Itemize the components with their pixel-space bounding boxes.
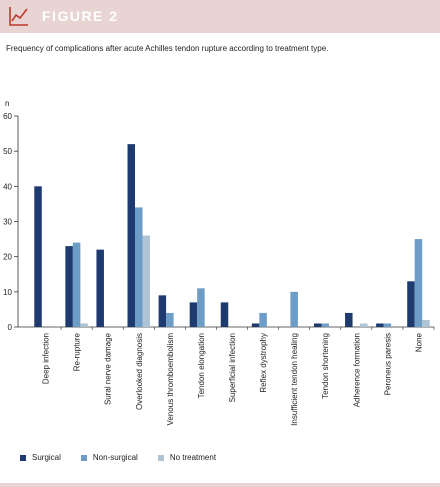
chart-legend: Surgical Non-surgical No treatment: [20, 453, 236, 462]
bar-surgical-tendon-shortening: [313, 323, 322, 327]
bar-surgical-peroneus-paresis: [376, 323, 384, 327]
y-tick-label: 60: [3, 112, 12, 121]
bar-no-treatment-re-rupture: [80, 323, 88, 327]
x-tick-label-superficial-infection: Superficial infection: [228, 333, 237, 402]
bar-no-treatment-none: [422, 319, 430, 327]
y-tick-label: 0: [8, 323, 13, 332]
x-tick-label-sural-nerve-damage: Sural nerve damage: [104, 332, 113, 405]
bar-non-surgical-tendon-shortening: [321, 323, 329, 327]
bar-no-treatment-adherence-formation: [360, 323, 368, 327]
legend-item-non-surgical: Non-surgical: [80, 453, 138, 462]
legend-item-no-treatment: No treatment: [157, 453, 217, 462]
bar-surgical-venous-thromboembolism: [158, 295, 167, 327]
bar-non-surgical-venous-thromboembolism: [166, 312, 174, 327]
bar-non-surgical-tendon-elongation: [197, 288, 205, 327]
figure-header-bar: FIGURE 2: [0, 0, 440, 33]
y-tick-label: 40: [3, 182, 12, 191]
footer-bar: [0, 483, 440, 487]
x-tick-label-venous-thromboembolism: Venous thromboembolism: [166, 333, 175, 426]
x-tick-label-insufficient-tendon-healing: Insufficient tendon healing: [290, 333, 299, 426]
y-axis-label: n: [5, 99, 9, 108]
legend-item-surgical: Surgical: [20, 453, 61, 462]
y-tick-label: 20: [3, 253, 12, 262]
legend-swatch-surgical: [20, 454, 26, 461]
bar-surgical-overlooked-diagnosis: [127, 144, 136, 327]
line-chart-icon: [9, 7, 28, 26]
bar-surgical-deep-infection: [34, 186, 42, 327]
y-tick-label: 30: [3, 218, 12, 227]
bar-surgical-none: [407, 281, 415, 327]
bar-non-surgical-insufficient-tendon-healing: [290, 291, 298, 327]
x-tick-label-deep-infection: Deep infection: [42, 333, 51, 384]
x-tick-label-reflex-dystrophy: Reflex dystrophy: [259, 333, 268, 393]
bar-non-surgical-reflex-dystrophy: [259, 312, 267, 327]
bar-non-surgical-peroneus-paresis: [383, 323, 392, 327]
legend-label-surgical: Surgical: [32, 453, 61, 462]
y-tick-label: 50: [3, 147, 12, 156]
legend-swatch-no-treatment: [157, 454, 164, 461]
figure-title: FIGURE 2: [42, 8, 119, 24]
x-tick-label-overlooked-diagnosis: Overlooked diagnosis: [135, 333, 144, 410]
legend-label-non-surgical: Non-surgical: [92, 453, 138, 462]
x-tick-label-peroneus-paresis: Peroneus paresis: [383, 333, 392, 395]
legend-swatch-non-surgical: [80, 454, 87, 461]
x-tick-label-adherence-formation: Adherence formation: [352, 333, 361, 407]
legend-label-no-treatment: No treatment: [169, 453, 217, 462]
bar-surgical-superficial-infection: [220, 302, 229, 327]
bar-non-surgical-overlooked-diagnosis: [135, 207, 143, 327]
x-tick-label-re-rupture: Re-rupture: [73, 332, 82, 371]
bar-surgical-tendon-elongation: [189, 302, 198, 327]
figure-caption: Frequency of complications after acute A…: [6, 44, 329, 53]
bar-surgical-re-rupture: [65, 246, 73, 327]
x-tick-label-none: None: [414, 332, 423, 352]
bar-non-surgical-re-rupture: [72, 242, 81, 327]
bar-no-treatment-overlooked-diagnosis: [142, 235, 151, 327]
bar-surgical-reflex-dystrophy: [251, 323, 260, 327]
y-tick-label: 10: [3, 288, 12, 297]
bar-surgical-sural-nerve-damage: [96, 249, 104, 327]
x-tick-label-tendon-shortening: Tendon shortening: [321, 333, 330, 399]
x-tick-label-tendon-elongation: Tendon elongation: [197, 333, 206, 398]
bar-non-surgical-none: [414, 239, 423, 327]
bar-surgical-adherence-formation: [345, 312, 353, 327]
